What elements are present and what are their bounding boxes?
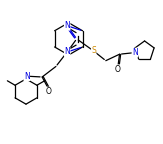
Text: N: N (64, 47, 70, 56)
Text: O: O (46, 87, 52, 96)
Text: O: O (115, 65, 121, 74)
Text: N: N (24, 72, 30, 81)
Text: N: N (132, 48, 138, 57)
Text: N: N (64, 21, 70, 30)
Text: S: S (91, 47, 96, 55)
